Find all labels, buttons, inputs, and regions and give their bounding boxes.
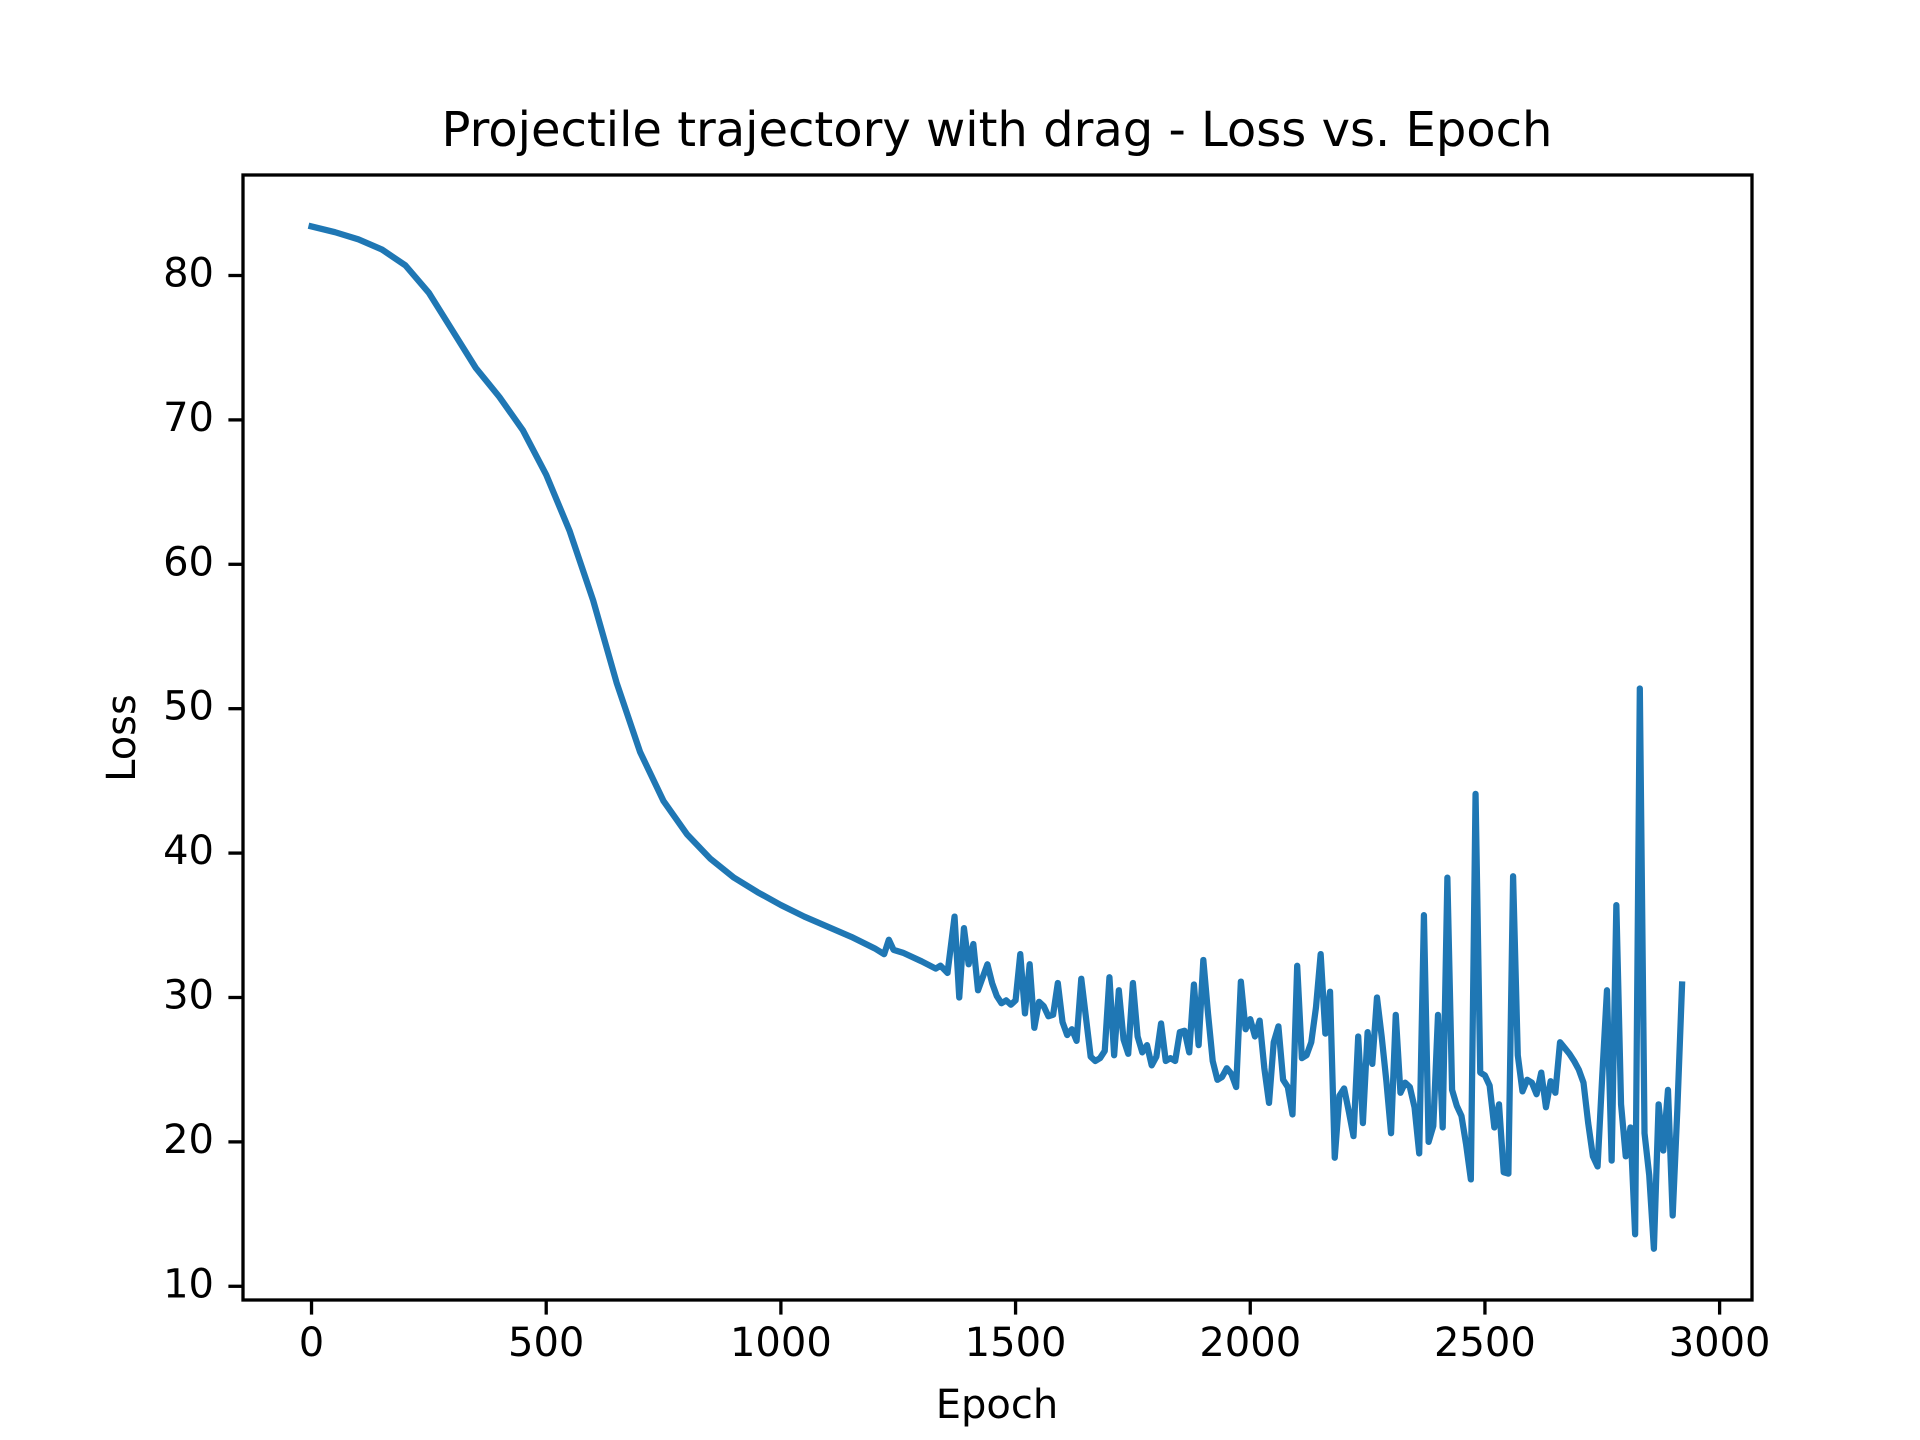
y-tick-label: 60 <box>163 539 214 585</box>
y-tick-label: 70 <box>163 395 214 441</box>
x-tick-label: 1500 <box>965 1320 1067 1366</box>
x-tick-label: 0 <box>299 1320 324 1366</box>
plot-frame <box>241 173 1754 1302</box>
y-tick-label: 20 <box>163 1117 214 1163</box>
loss-line <box>307 222 1686 1252</box>
y-tick-label: 40 <box>163 828 214 874</box>
x-tick-label: 500 <box>508 1320 584 1366</box>
y-tick-label: 30 <box>163 972 214 1018</box>
y-axis-label: Loss <box>99 694 145 782</box>
x-tick-label: 2000 <box>1199 1320 1301 1366</box>
y-tick-label: 80 <box>163 251 214 297</box>
y-tick-label: 50 <box>163 684 214 730</box>
x-axis-label: Epoch <box>936 1382 1058 1428</box>
y-tick-label: 10 <box>163 1261 214 1307</box>
x-tick-label: 3000 <box>1669 1320 1771 1366</box>
x-tick-label: 2500 <box>1434 1320 1536 1366</box>
x-tick-label: 1000 <box>730 1320 832 1366</box>
chart-title: Projectile trajectory with drag - Loss v… <box>442 102 1553 158</box>
